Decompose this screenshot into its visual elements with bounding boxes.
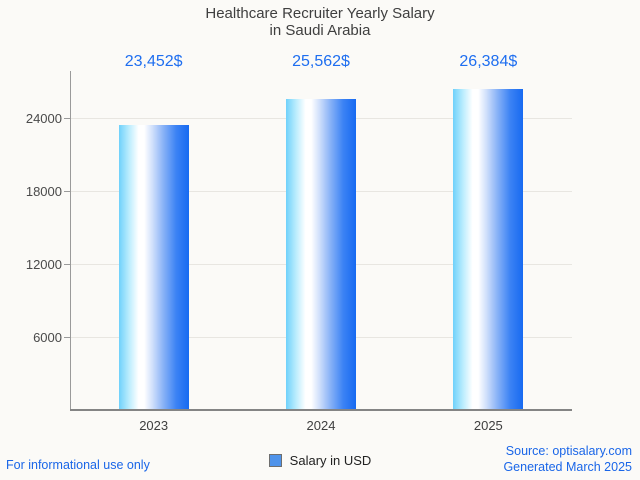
y-axis-label: 24000: [25, 111, 62, 126]
legend: Salary in USD: [0, 452, 640, 468]
legend-label: Salary in USD: [289, 452, 372, 468]
footer-source-block: Source: optisalary.com Generated March 2…: [503, 443, 632, 475]
y-axis-tick: [64, 190, 70, 192]
y-axis-label: 6000: [33, 330, 62, 345]
x-axis-label: 2025: [473, 418, 503, 433]
bar-value-label: 26,384$: [459, 53, 518, 70]
bar-2025[interactable]: [453, 88, 524, 410]
y-axis-tick: [64, 336, 70, 338]
x-axis-label: 2024: [306, 418, 336, 433]
x-axis-line: [70, 409, 572, 411]
bar-value-label: 25,562$: [292, 53, 350, 70]
y-axis-tick: [64, 263, 70, 265]
chart-title-line1: Healthcare Recruiter Yearly Salary: [205, 5, 435, 22]
y-axis-label: 18000: [25, 184, 62, 199]
chart-title-line2: in Saudi Arabia: [269, 22, 371, 39]
footer-generated: Generated March 2025: [503, 460, 632, 474]
chart-title: Healthcare Recruiter Yearly Salary in Sa…: [0, 5, 640, 39]
legend-swatch-icon: [268, 453, 282, 467]
bar-value-label: 23,452$: [124, 53, 183, 70]
x-axis-label: 2023: [139, 418, 169, 433]
footer-source-link[interactable]: Source: optisalary.com: [505, 444, 632, 458]
bar-2023[interactable]: [118, 124, 189, 410]
footer-disclaimer: For informational use only: [6, 458, 150, 472]
bar-2024[interactable]: [286, 98, 356, 410]
y-axis-line: [70, 71, 71, 410]
y-axis-label: 12000: [25, 257, 62, 272]
y-axis-tick: [64, 117, 70, 119]
